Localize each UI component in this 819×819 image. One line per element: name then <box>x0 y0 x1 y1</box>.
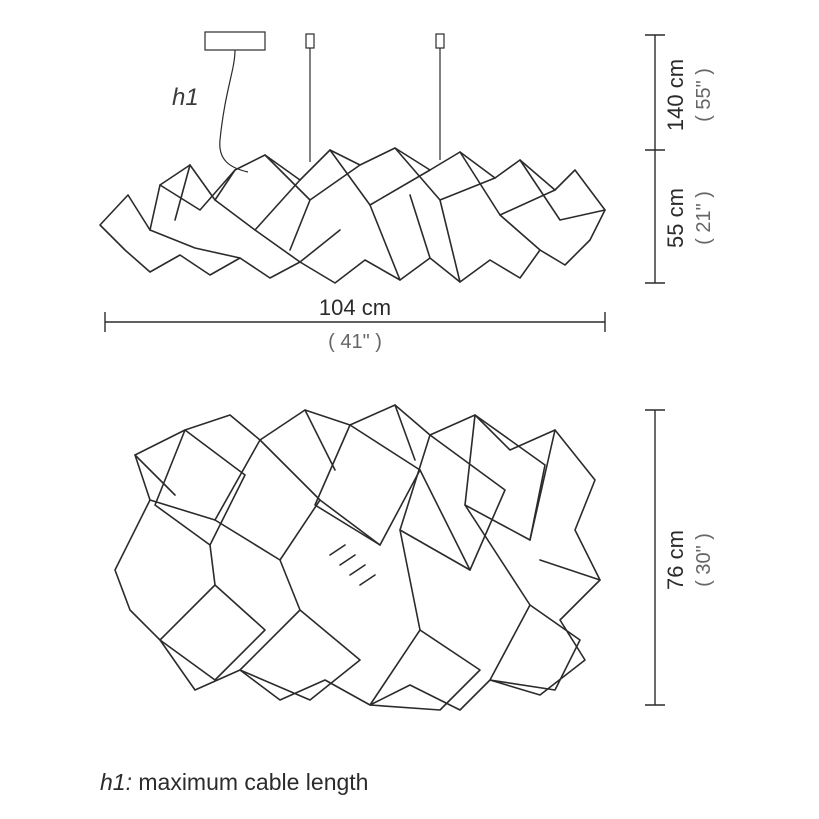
cable-cap-2 <box>436 34 444 48</box>
dimension-diagram: h1 <box>0 0 819 819</box>
dim-width-cm: 104 cm <box>319 295 391 320</box>
note-text: maximum cable length <box>132 769 369 795</box>
note-line: h1: maximum cable length <box>100 769 368 795</box>
dim-width: 104 cm ( 41" ) <box>105 295 605 353</box>
top-view <box>115 405 600 710</box>
cable-main <box>220 50 248 172</box>
ceiling-mount <box>205 32 265 50</box>
dim-width-in: ( 41" ) <box>328 331 382 353</box>
dim-body-cm: 55 cm <box>663 188 688 248</box>
cable-cap-1 <box>306 34 314 48</box>
dim-body-height: 55 cm ( 21" ) <box>645 150 715 283</box>
dim-cable-in: ( 55" ) <box>693 68 715 122</box>
dim-depth-cm: 76 cm <box>663 530 688 590</box>
lamp-body-side <box>100 148 605 283</box>
dim-cable-cm: 140 cm <box>663 59 688 131</box>
side-view: h1 <box>100 32 605 283</box>
dim-depth-in: ( 30" ) <box>693 533 715 587</box>
dim-cable-height: 140 cm ( 55" ) <box>645 35 715 150</box>
dim-depth: 76 cm ( 30" ) <box>645 410 715 705</box>
h1-label: h1 <box>172 84 199 111</box>
lamp-body-top <box>115 405 600 710</box>
dim-body-in: ( 21" ) <box>693 191 715 245</box>
note-lead: h1: <box>100 769 132 795</box>
diagram-svg: h1 <box>0 0 819 819</box>
